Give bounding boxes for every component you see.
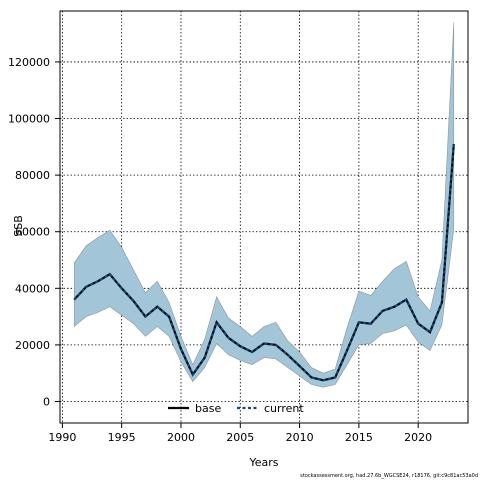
x-axis: 1990 1995 2000 2005 2010 2015 2020 bbox=[48, 423, 432, 444]
footer-text: stockassessment.org, had.27.6b_WGCSE24, … bbox=[300, 473, 478, 479]
y-tick-label: 20000 bbox=[15, 339, 50, 352]
y-tick-label: 0 bbox=[43, 395, 50, 408]
x-tick-label: 1990 bbox=[48, 431, 76, 444]
legend-label-base: base bbox=[195, 402, 221, 415]
y-tick-label: 40000 bbox=[15, 282, 50, 295]
plot-frame bbox=[59, 10, 469, 424]
y-axis: 0 20000 40000 60000 80000 100000 120000 bbox=[8, 56, 60, 408]
y-tick-label: 60000 bbox=[15, 226, 50, 239]
confidence-band bbox=[73, 22, 455, 388]
legend: base current bbox=[168, 402, 304, 415]
x-tick-label: 2015 bbox=[345, 431, 373, 444]
y-tick-label: 120000 bbox=[8, 56, 50, 69]
x-axis-label: Years bbox=[248, 456, 278, 469]
y-tick-label: 80000 bbox=[15, 169, 50, 182]
legend-label-current: current bbox=[264, 402, 304, 415]
x-tick-label: 2000 bbox=[167, 431, 195, 444]
x-tick-label: 2010 bbox=[286, 431, 314, 444]
series-line-current bbox=[73, 143, 455, 382]
y-tick-label: 100000 bbox=[8, 113, 50, 126]
x-tick-label: 1995 bbox=[108, 431, 136, 444]
x-tick-label: 2005 bbox=[226, 431, 254, 444]
y-axis-label: SSB bbox=[12, 215, 25, 237]
grid bbox=[60, 11, 468, 423]
x-tick-label: 2020 bbox=[404, 431, 432, 444]
